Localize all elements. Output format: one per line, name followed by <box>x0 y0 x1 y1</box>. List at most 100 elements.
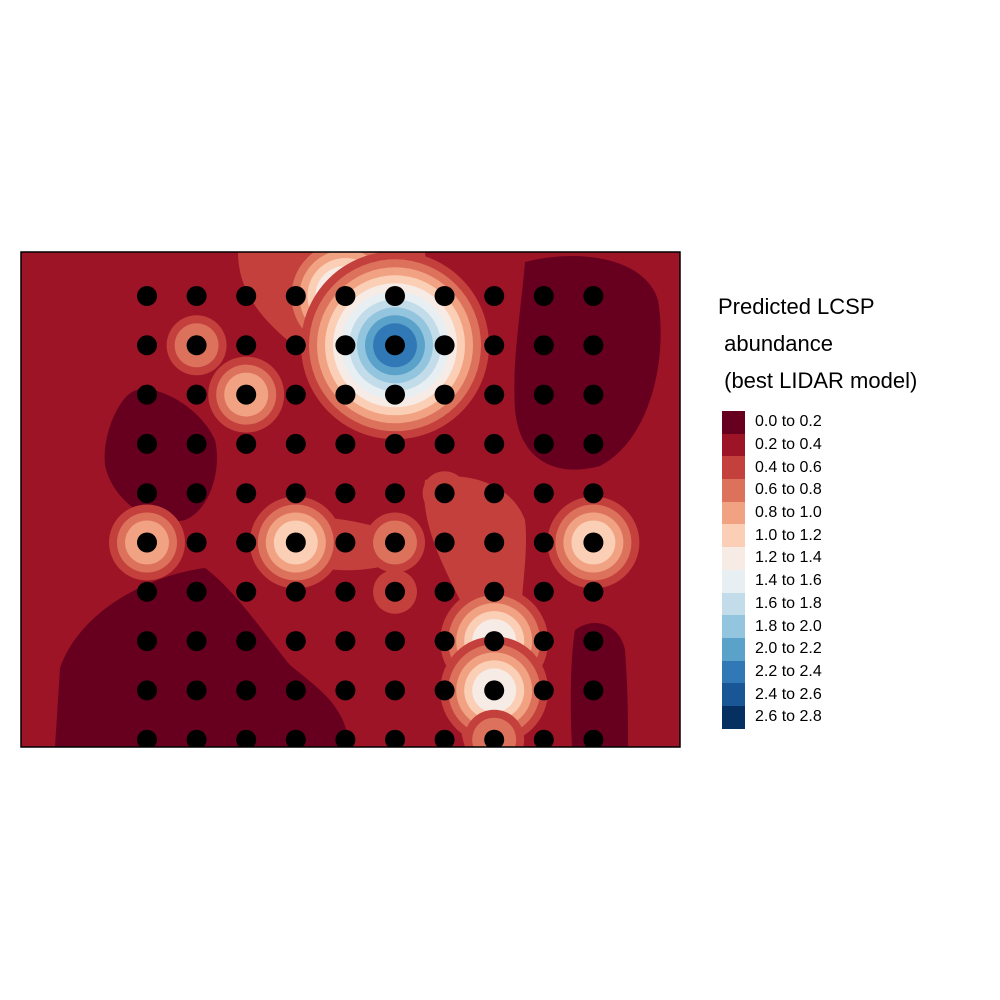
legend-label: 0.6 to 0.8 <box>755 481 822 499</box>
survey-point <box>385 631 405 652</box>
legend-item: 0.4 to 0.6 <box>718 456 988 480</box>
survey-point <box>285 433 306 454</box>
legend-item: 0.0 to 0.2 <box>718 411 988 434</box>
survey-point <box>236 631 257 652</box>
survey-point <box>137 729 157 747</box>
survey-point <box>335 729 356 747</box>
legend-item: 1.6 to 1.8 <box>718 592 988 616</box>
legend-swatch <box>722 615 745 638</box>
survey-point <box>186 631 207 652</box>
legend-label: 0.8 to 1.0 <box>755 504 822 522</box>
survey-point <box>285 631 306 652</box>
legend-label: 1.2 to 1.4 <box>755 549 822 567</box>
survey-point <box>285 532 306 553</box>
legend-swatch <box>722 501 745 525</box>
survey-point <box>385 335 405 356</box>
survey-point <box>533 433 554 454</box>
legend-label: 2.4 to 2.6 <box>755 685 822 703</box>
legend-title-line-1: Predicted LCSP <box>718 294 875 319</box>
legend-label: 2.0 to 2.2 <box>755 640 822 658</box>
survey-point <box>385 581 405 602</box>
survey-point <box>285 729 306 747</box>
survey-point <box>583 680 604 701</box>
survey-point <box>335 581 356 602</box>
survey-point <box>583 631 604 652</box>
survey-point <box>434 729 455 747</box>
legend-swatch <box>722 660 745 684</box>
legend-item: 0.6 to 0.8 <box>718 479 988 502</box>
survey-point <box>484 384 505 405</box>
survey-point <box>434 483 455 504</box>
legend-item: 2.2 to 2.4 <box>718 660 988 684</box>
survey-point <box>533 483 554 504</box>
survey-point <box>434 581 455 602</box>
survey-point <box>236 433 257 454</box>
low-region-northeast <box>514 256 661 470</box>
survey-point <box>484 631 505 652</box>
legend-swatch <box>722 569 745 593</box>
survey-point <box>533 335 554 356</box>
survey-point <box>137 483 157 504</box>
survey-point <box>285 286 306 306</box>
legend-swatch <box>722 705 745 729</box>
survey-point <box>335 335 356 356</box>
survey-point <box>434 680 455 701</box>
survey-point <box>285 384 306 405</box>
survey-point <box>236 483 257 504</box>
legend-label: 0.4 to 0.6 <box>755 458 822 476</box>
survey-point <box>533 631 554 652</box>
survey-point <box>137 680 157 701</box>
legend-item: 1.2 to 1.4 <box>718 547 988 570</box>
survey-point <box>137 433 157 454</box>
survey-point <box>236 384 257 405</box>
legend-swatch <box>722 524 745 548</box>
legend-item: 1.4 to 1.6 <box>718 569 988 593</box>
survey-point <box>236 729 257 747</box>
legend-item: 2.4 to 2.6 <box>718 683 988 706</box>
survey-point <box>186 286 207 306</box>
low-region-southwest <box>55 568 350 747</box>
survey-point <box>583 729 604 747</box>
survey-point <box>434 433 455 454</box>
legend-swatch <box>722 637 745 661</box>
map-frame <box>20 251 681 748</box>
legend: Predicted LCSP abundance (best LIDAR mod… <box>718 288 988 729</box>
survey-point <box>137 335 157 356</box>
survey-point <box>583 532 604 553</box>
survey-point <box>583 581 604 602</box>
survey-point <box>137 384 157 405</box>
legend-label: 0.0 to 0.2 <box>755 413 822 431</box>
legend-label: 1.4 to 1.6 <box>755 572 822 590</box>
survey-point <box>335 483 356 504</box>
legend-swatch <box>722 411 745 434</box>
survey-point <box>434 335 455 356</box>
survey-point <box>583 335 604 356</box>
survey-point <box>385 483 405 504</box>
survey-point <box>583 483 604 504</box>
legend-item: 1.8 to 2.0 <box>718 615 988 638</box>
legend-swatch <box>722 592 745 616</box>
survey-point <box>285 483 306 504</box>
legend-swatch <box>722 479 745 502</box>
survey-point <box>385 729 405 747</box>
legend-item: 0.2 to 0.4 <box>718 433 988 457</box>
survey-point <box>484 483 505 504</box>
survey-point <box>186 532 207 553</box>
survey-point <box>434 286 455 306</box>
survey-point <box>335 680 356 701</box>
survey-point <box>434 532 455 553</box>
survey-point <box>484 680 505 701</box>
survey-point <box>484 581 505 602</box>
survey-point <box>186 680 207 701</box>
survey-point <box>484 286 505 306</box>
survey-point <box>137 286 157 306</box>
legend-item: 1.0 to 1.2 <box>718 524 988 548</box>
survey-point <box>186 433 207 454</box>
survey-point <box>137 581 157 602</box>
survey-point <box>285 581 306 602</box>
survey-point <box>137 532 157 553</box>
survey-point <box>285 680 306 701</box>
survey-point <box>533 680 554 701</box>
survey-point <box>484 335 505 356</box>
